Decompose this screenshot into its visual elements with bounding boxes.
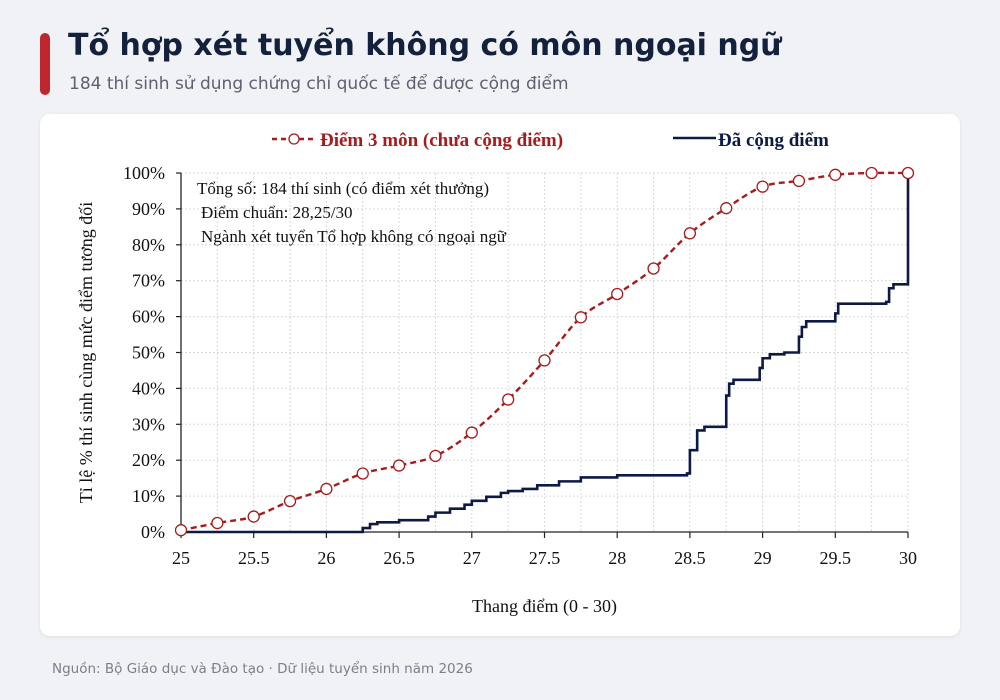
data-point-before-bonus: [683, 227, 697, 240]
x-axis-label: Thang điểm (0 - 30): [472, 596, 617, 617]
data-point-before-bonus: [211, 516, 224, 530]
x-tick-label: 26.5: [383, 548, 415, 568]
x-tick-label: 27.5: [529, 548, 561, 568]
y-tick-label: 80%: [132, 235, 165, 255]
data-point-before-bonus: [901, 166, 915, 180]
x-tick-labels: 25 25.5 26 26.5 27 27.5 28 28.5 29 29.5 30: [172, 532, 917, 568]
data-point-before-bonus: [392, 459, 406, 472]
y-tick-label: 30%: [132, 414, 165, 434]
source-note: Nguồn: Bộ Giáo dục và Đào tạo · Dữ liệu …: [52, 661, 473, 677]
x-tick-label: 25: [172, 548, 190, 568]
y-tick-label: 20%: [132, 450, 165, 470]
data-point-before-bonus: [283, 494, 297, 508]
data-point-before-bonus: [538, 354, 551, 367]
y-tick-label: 50%: [132, 343, 165, 363]
data-point-before-bonus: [865, 166, 878, 180]
y-tick-label: 60%: [132, 307, 165, 327]
annotation-major: Ngành xét tuyển Tổ hợp không có ngoại ng…: [201, 227, 507, 246]
series: [174, 166, 915, 537]
y-tick-label: 10%: [132, 486, 165, 506]
x-tick-label: 30: [899, 548, 917, 568]
y-tick-label: 90%: [132, 199, 165, 219]
score-distribution-chart: 0% 10% 20% 30% 40% 50% 60% 70% 80% 90% 100% 25 25.5…: [76, 130, 917, 617]
data-point-before-bonus: [465, 426, 478, 439]
x-tick-label: 29.5: [820, 548, 852, 568]
chart-card: 0% 10% 20% 30% 40% 50% 60% 70% 80% 90% 100% 25 25.5…: [40, 114, 960, 636]
y-tick-label: 100%: [123, 163, 165, 183]
data-point-before-bonus: [720, 202, 733, 215]
data-point-before-bonus: [429, 449, 442, 463]
x-tick-label: 28.5: [674, 548, 706, 568]
x-tick-label: 26: [317, 548, 335, 568]
data-point-before-bonus: [247, 510, 260, 523]
x-tick-label: 25.5: [238, 548, 270, 568]
x-tick-label: 27: [463, 548, 481, 568]
data-point-before-bonus: [829, 168, 842, 181]
data-point-before-bonus: [320, 482, 333, 496]
y-tick-label: 40%: [132, 378, 165, 398]
y-tick-label: 70%: [132, 271, 165, 291]
page-title: Tổ hợp xét tuyển không có môn ngoại ngữ: [68, 28, 782, 63]
data-point-before-bonus: [574, 311, 587, 324]
annotation-cutoff: Điểm chuẩn: 28,25/30: [201, 203, 353, 222]
data-point-before-bonus: [501, 393, 515, 406]
data-point-before-bonus: [792, 174, 806, 188]
x-tick-label: 28: [608, 548, 626, 568]
y-tick-labels: 0% 10% 20% 30% 40% 50% 60% 70% 80% 90% 100%: [123, 163, 181, 542]
x-tick-label: 29: [754, 548, 772, 568]
y-axis-label: Tỉ lệ % thí sinh cùng mức điểm tương đối: [76, 202, 96, 504]
data-point-before-bonus: [356, 467, 369, 480]
legend: Điểm 3 môn (chưa cộng điểm) Đã cộng điểm: [272, 130, 829, 151]
data-point-before-bonus: [611, 287, 624, 301]
y-tick-label: 0%: [141, 522, 165, 542]
annotation-total: Tổng số: 184 thí sinh (có điểm xét thưởn…: [197, 179, 489, 198]
legend-marker-before: [288, 133, 300, 145]
data-point-before-bonus: [174, 524, 188, 537]
data-point-before-bonus: [756, 180, 769, 193]
legend-label-before: Điểm 3 môn (chưa cộng điểm): [320, 130, 563, 151]
title-accent-bar: [40, 33, 50, 95]
series-line-after-bonus: [181, 173, 910, 534]
page-subtitle: 184 thí sinh sử dụng chứng chỉ quốc tế đ…: [69, 74, 569, 94]
annotation-box: Tổng số: 184 thí sinh (có điểm xét thưởn…: [197, 179, 507, 246]
data-point-before-bonus: [647, 262, 660, 275]
legend-label-after: Đã cộng điểm: [718, 130, 829, 151]
